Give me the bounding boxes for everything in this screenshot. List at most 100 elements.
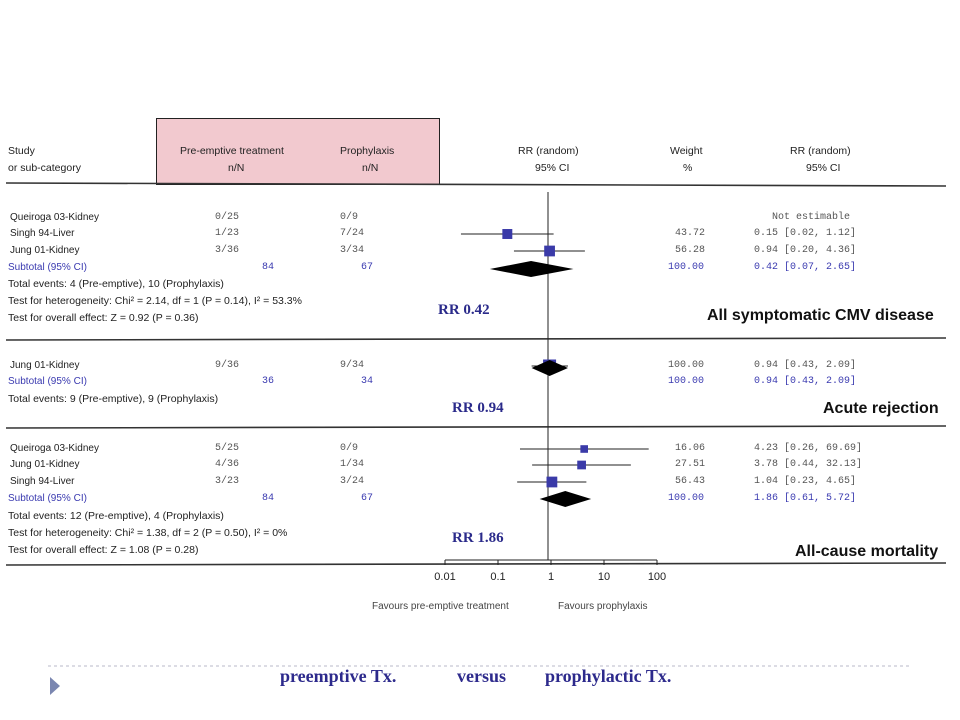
study-weight: 43.72 [675,228,706,239]
group-rule-3 [5,562,947,566]
favours-right: Favours prophylaxis [558,601,648,612]
outcome-title: All-cause mortality [795,543,939,560]
study-marker [544,245,555,257]
header-rr-ci: 95% CI [535,162,570,174]
rr-annotation: RR 0.42 [438,302,490,318]
study-pre: 4/36 [215,459,240,470]
study-pre: 1/23 [215,228,240,239]
study-pro: 3/24 [340,476,365,487]
header-prophylaxis-nn: n/N [362,162,379,174]
header-rule [5,182,947,187]
header-preemptive: Pre-emptive treatment [180,145,284,157]
study-pro: 7/24 [340,228,365,239]
note-events: Total events: 9 (Pre-emptive), 9 (Prophy… [8,393,219,405]
column-highlight [156,118,440,185]
study-pro: 9/34 [340,360,365,371]
subtotal-rr-text: 1.86 [0.61, 5.72] [754,493,857,504]
rr-annotation: RR 1.86 [452,530,504,546]
study-pre: 5/25 [215,443,240,454]
x-tick-label: 0.1 [490,571,505,583]
study-weight: 56.28 [675,245,706,256]
subtotal-weight: 100.00 [668,262,705,273]
study-name: Jung 01-Kidney [10,360,80,371]
subtotal-pro: 67 [361,493,374,504]
study-marker [546,476,558,488]
subtotal-rr-text: 0.42 [0.07, 2.65] [754,262,857,273]
x-tick-label: 100 [648,571,666,583]
outcome-title: All symptomatic CMV disease [707,307,934,324]
study-rr-text: 0.94 [0.20, 4.36] [754,245,857,256]
study-rr-text: 0.94 [0.43, 2.09] [754,360,857,371]
header-study: Study [8,145,35,157]
group-rule-1 [5,337,947,341]
header-rr2: RR (random) [790,145,851,157]
study-marker [580,445,588,453]
study-pre: 9/36 [215,360,240,371]
footer-mid: versus [457,666,506,686]
note-overall-effect: Test for overall effect: Z = 1.08 (P = 0… [8,544,199,556]
note-overall-effect: Test for overall effect: Z = 0.92 (P = 0… [8,312,199,324]
x-tick-label: 0.01 [434,571,455,583]
study-weight: 56.43 [675,476,706,487]
study-rr-text: 0.15 [0.02, 1.12] [754,228,857,239]
note-heterogeneity: Test for heterogeneity: Chi² = 1.38, df … [8,527,288,539]
outcome-title: Acute rejection [823,400,939,417]
header-rr: RR (random) [518,145,579,157]
subtotal-label: Subtotal (95% CI) [8,262,87,273]
study-name: Singh 94-Liver [10,476,75,487]
favours-left: Favours pre-emptive treatment [372,601,509,612]
pooled-diamond [489,261,574,277]
header-preemptive-nn: n/N [228,162,245,174]
note-heterogeneity: Test for heterogeneity: Chi² = 2.14, df … [8,295,302,307]
study-pre: 0/25 [215,212,240,223]
subtotal-label: Subtotal (95% CI) [8,493,87,504]
study-marker [577,460,586,470]
subtotal-label: Subtotal (95% CI) [8,376,87,387]
pooled-diamond [531,360,568,376]
study-pro: 3/34 [340,245,365,256]
header-prophylaxis: Prophylaxis [340,145,395,157]
group-rule-2 [5,425,947,429]
footer-left: preemptive Tx. [280,666,397,686]
subtotal-weight: 100.00 [668,493,705,504]
footer-right: prophylactic Tx. [545,666,672,686]
study-weight: 100.00 [668,360,705,371]
study-name: Jung 01-Kidney [10,245,80,256]
study-name: Queiroga 03-Kidney [10,443,99,454]
x-tick-label: 1 [548,571,554,583]
study-weight: 27.51 [675,459,706,470]
subtotal-pre: 84 [262,493,275,504]
study-name: Singh 94-Liver [10,228,75,239]
subtotal-pro: 34 [361,376,374,387]
x-tick-label: 10 [598,571,610,583]
pooled-diamond [539,491,592,507]
subtotal-rr-text: 0.94 [0.43, 2.09] [754,376,857,387]
study-rr-text: 1.04 [0.23, 4.65] [754,476,857,487]
subtotal-weight: 100.00 [668,376,705,387]
study-pre: 3/23 [215,476,240,487]
header-rr2-ci: 95% CI [806,162,841,174]
study-marker [502,229,513,239]
header-weight-unit: % [683,162,693,174]
study-name: Queiroga 03-Kidney [10,212,99,223]
study-pro: 0/9 [340,443,359,454]
study-rr-text: 3.78 [0.44, 32.13] [754,459,863,470]
header-subcategory: or sub-category [8,162,81,174]
study-rr-text: Not estimable [772,212,851,223]
study-pro: 1/34 [340,459,365,470]
study-pre: 3/36 [215,245,240,256]
footer-decoration [48,665,912,695]
header-weight: Weight [670,145,703,157]
study-rr-text: 4.23 [0.26, 69.69] [754,443,863,454]
footer-bullet-icon [50,677,60,695]
study-name: Jung 01-Kidney [10,459,80,470]
subtotal-pre: 84 [262,262,275,273]
study-weight: 16.06 [675,443,706,454]
subtotal-pro: 67 [361,262,374,273]
rr-annotation: RR 0.94 [452,400,504,416]
note-events: Total events: 12 (Pre-emptive), 4 (Proph… [8,510,224,522]
subtotal-pre: 36 [262,376,275,387]
note-events: Total events: 4 (Pre-emptive), 10 (Proph… [8,278,224,290]
study-pro: 0/9 [340,212,359,223]
